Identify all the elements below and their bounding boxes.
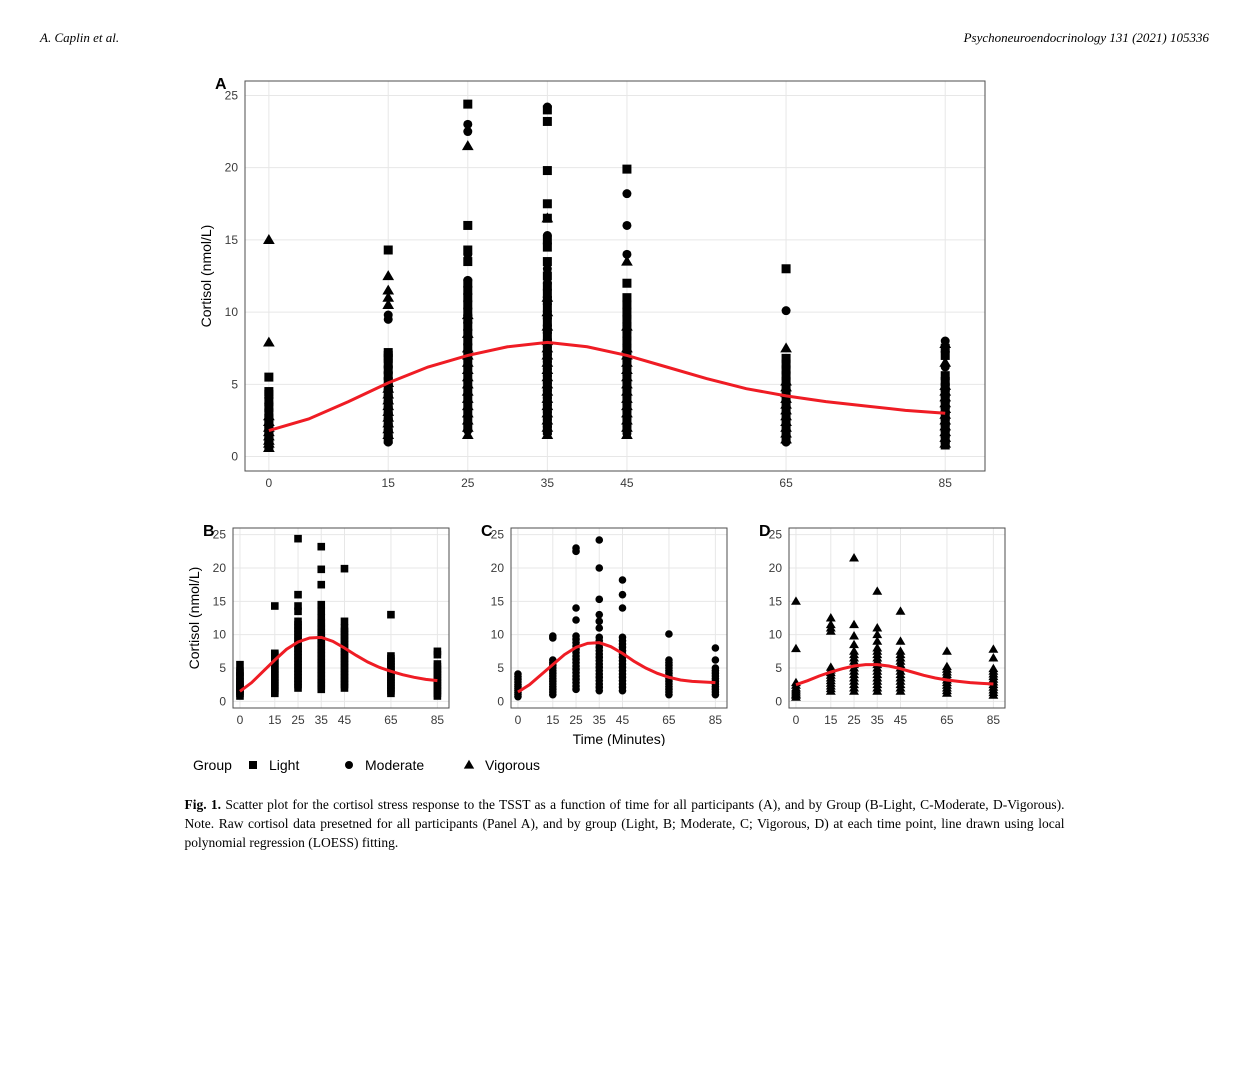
svg-text:25: 25 [847, 713, 861, 727]
svg-text:65: 65 [384, 713, 398, 727]
x-axis-label: Time (Minutes) [572, 731, 665, 746]
svg-text:0: 0 [775, 694, 782, 708]
svg-text:20: 20 [224, 161, 238, 175]
svg-text:0: 0 [231, 450, 238, 464]
svg-text:35: 35 [314, 713, 328, 727]
svg-text:15: 15 [224, 233, 238, 247]
panel-letter: A [215, 76, 227, 93]
svg-text:15: 15 [381, 476, 395, 490]
svg-text:15: 15 [546, 713, 560, 727]
figure-label: Fig. 1. [185, 797, 222, 812]
svg-text:0: 0 [792, 713, 799, 727]
legend: Group Light Moderate Vigorous [185, 754, 1065, 778]
figure-caption: Fig. 1. Scatter plot for the cortisol st… [185, 796, 1065, 853]
figure-1: 0 15 25 35 45 65 85 0 5 10 15 20 25 Cortisol (nmol/L)… [185, 66, 1065, 853]
svg-text:25: 25 [768, 528, 782, 542]
svg-text:45: 45 [620, 476, 634, 490]
svg-text:15: 15 [268, 713, 282, 727]
journal-header: Psychoneuroendocrinology 131 (2021) 1053… [964, 30, 1209, 46]
svg-text:20: 20 [490, 561, 504, 575]
svg-text:85: 85 [708, 713, 722, 727]
panel-a: 0 15 25 35 45 65 85 0 5 10 15 20 25 Cortisol (nmol/L)… [185, 66, 1005, 506]
author-header: A. Caplin et al. [40, 30, 119, 46]
svg-text:5: 5 [775, 661, 782, 675]
panel-letter: D [759, 523, 771, 540]
svg-text:10: 10 [212, 628, 226, 642]
svg-text:10: 10 [490, 628, 504, 642]
svg-text:Moderate: Moderate [365, 757, 424, 773]
svg-text:25: 25 [224, 88, 238, 102]
svg-text:85: 85 [430, 713, 444, 727]
figure-caption-text: Scatter plot for the cortisol stress res… [185, 797, 1065, 850]
svg-text:25: 25 [291, 713, 305, 727]
panel-c: 0 15 25 35 45 65 85 0 5 10 15 20 25 Time (Minutes) C [463, 516, 735, 746]
svg-text:0: 0 [265, 476, 272, 490]
svg-text:Group: Group [193, 757, 232, 773]
svg-text:15: 15 [212, 594, 226, 608]
svg-text:35: 35 [540, 476, 554, 490]
panel-d: 01525354565850510152025D [741, 516, 1013, 746]
svg-text:5: 5 [219, 661, 226, 675]
svg-text:35: 35 [592, 713, 606, 727]
svg-text:25: 25 [490, 528, 504, 542]
svg-text:0: 0 [497, 694, 504, 708]
svg-text:15: 15 [824, 713, 838, 727]
svg-text:0: 0 [514, 713, 521, 727]
svg-text:20: 20 [212, 561, 226, 575]
svg-text:5: 5 [231, 377, 238, 391]
svg-text:65: 65 [662, 713, 676, 727]
svg-text:45: 45 [893, 713, 907, 727]
panel-letter: B [203, 523, 215, 540]
panel-b: 0 15 25 35 45 65 85 0 5 10 15 20 25 Cortisol (nmol/L)… [185, 516, 457, 746]
svg-text:65: 65 [779, 476, 793, 490]
svg-text:10: 10 [224, 305, 238, 319]
svg-text:15: 15 [768, 594, 782, 608]
svg-text:Light: Light [269, 757, 299, 773]
svg-text:45: 45 [615, 713, 629, 727]
svg-text:0: 0 [236, 713, 243, 727]
y-axis-label: Cortisol (nmol/L) [186, 567, 202, 670]
svg-text:20: 20 [768, 561, 782, 575]
svg-text:35: 35 [870, 713, 884, 727]
svg-text:25: 25 [461, 476, 475, 490]
svg-text:25: 25 [569, 713, 583, 727]
svg-text:45: 45 [337, 713, 351, 727]
svg-text:Vigorous: Vigorous [485, 757, 540, 773]
svg-text:85: 85 [986, 713, 1000, 727]
panel-letter: C [481, 523, 493, 540]
svg-text:0: 0 [219, 694, 226, 708]
svg-text:10: 10 [768, 628, 782, 642]
svg-text:15: 15 [490, 594, 504, 608]
svg-text:85: 85 [938, 476, 952, 490]
svg-text:25: 25 [212, 528, 226, 542]
svg-text:5: 5 [497, 661, 504, 675]
svg-text:65: 65 [940, 713, 954, 727]
y-axis-label: Cortisol (nmol/L) [198, 225, 214, 328]
